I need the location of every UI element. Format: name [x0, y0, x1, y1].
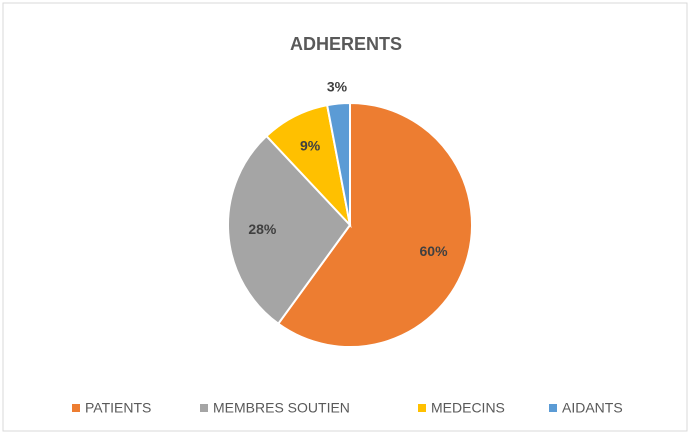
pie-slice [276, 101, 473, 348]
chart-title: ADHERENTS [290, 34, 402, 54]
pie-slice [227, 134, 352, 326]
legend-label: MEMBRES SOUTIEN [213, 400, 350, 416]
legend-label: AIDANTS [562, 400, 623, 416]
legend-marker [72, 404, 80, 412]
legend-label: PATIENTS [85, 400, 151, 416]
legend-marker [418, 404, 426, 412]
data-label: 9% [300, 137, 321, 153]
legend-marker [200, 404, 208, 412]
legend-label: MEDECINS [431, 400, 505, 416]
data-label: 28% [248, 221, 277, 237]
data-label: 60% [420, 243, 449, 259]
legend-marker [549, 404, 557, 412]
pie-slice [325, 101, 351, 226]
data-label: 3% [327, 78, 348, 94]
